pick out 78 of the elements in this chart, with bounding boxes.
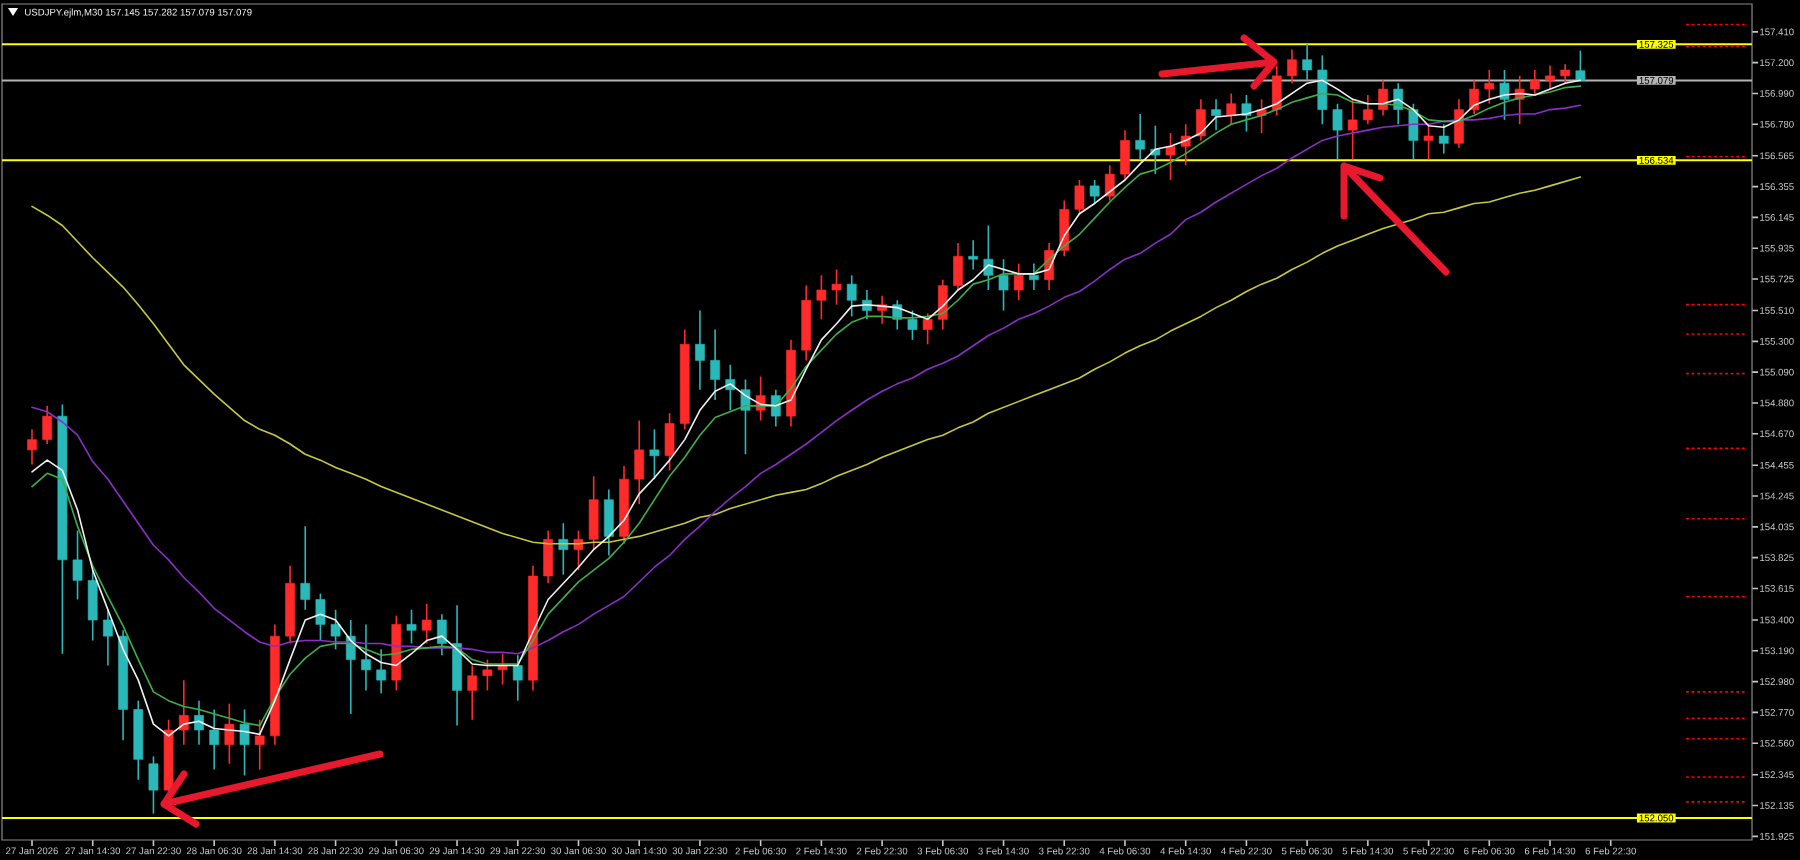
candlestick: [1332, 102, 1343, 161]
candlestick: [968, 239, 979, 271]
candlestick: [922, 312, 933, 346]
candlestick: [512, 654, 523, 702]
candlestick: [1029, 262, 1039, 291]
candlestick: [695, 309, 705, 391]
candlestick: [1120, 129, 1130, 181]
candlestick: [315, 592, 326, 642]
candlestick: [467, 664, 478, 721]
candlestick: [497, 652, 508, 686]
candlestick: [1089, 179, 1100, 205]
candlestick: [1271, 64, 1282, 117]
candlestick: [1529, 69, 1540, 96]
candlestick: [482, 658, 493, 692]
candlestick: [649, 428, 660, 480]
candlestick: [604, 488, 614, 557]
candlestick: [1484, 69, 1495, 105]
candlestick: [42, 405, 53, 445]
candlestick: [983, 224, 994, 291]
candlestick: [1135, 113, 1146, 161]
candlestick: [376, 648, 386, 695]
candlestick: [710, 328, 720, 401]
candlestick: [998, 258, 1009, 312]
candlestick: [1575, 49, 1586, 82]
candlestick: [1104, 164, 1115, 202]
candlestick: [937, 278, 948, 331]
candlestick: [588, 475, 599, 551]
candlestick: [573, 529, 584, 571]
candlestick: [1317, 54, 1328, 126]
candlestick: [1408, 102, 1419, 161]
candlestick: [1378, 79, 1388, 117]
candlestick: [1180, 123, 1191, 167]
candlestick: [846, 274, 857, 318]
candlestick: [1423, 123, 1434, 161]
candlestick: [103, 608, 113, 667]
candlestick: [634, 419, 645, 505]
candlestick: [816, 274, 827, 321]
candlestick: [406, 608, 417, 645]
candlestick: [224, 702, 235, 765]
candlestick: [1347, 98, 1358, 161]
candlestick: [1560, 63, 1571, 84]
candlestick: [178, 679, 189, 746]
candlestick: [452, 604, 462, 727]
candlestick: [1226, 92, 1237, 126]
candlestick: [1499, 69, 1510, 121]
candlestick: [1196, 98, 1206, 142]
candlestick: [300, 525, 311, 611]
candlestick: [1302, 42, 1312, 82]
candlestick: [361, 623, 371, 692]
candlestick: [1211, 98, 1221, 131]
candlestick: [27, 428, 37, 466]
candlestick: [953, 242, 963, 291]
candlestick: [209, 708, 220, 771]
candlestick: [1013, 262, 1024, 302]
candlestick: [543, 529, 553, 585]
candlestick: [194, 699, 204, 746]
candlestick: [558, 522, 569, 576]
candlestick: [831, 268, 842, 306]
candlestick: [330, 608, 341, 651]
candlestick: [770, 388, 781, 428]
candlestick: [1165, 132, 1176, 181]
candlestick: [1469, 79, 1479, 115]
candlestick: [421, 603, 432, 645]
candlestick: [1287, 48, 1297, 84]
candlestick: [254, 718, 265, 771]
candlestick: [239, 708, 250, 777]
candlestick: [907, 309, 918, 341]
candlestick: [148, 755, 159, 815]
candlestick: [1363, 94, 1373, 126]
candlestick: [87, 569, 98, 642]
candlestick: [1074, 179, 1085, 216]
candlestick: [1454, 98, 1464, 149]
candlestick: [664, 412, 675, 472]
candlestick: [1438, 123, 1449, 155]
candlestick: [72, 529, 83, 601]
candlestick: [1150, 124, 1161, 175]
candlestick: [1545, 64, 1555, 90]
candlestick: [437, 613, 447, 656]
